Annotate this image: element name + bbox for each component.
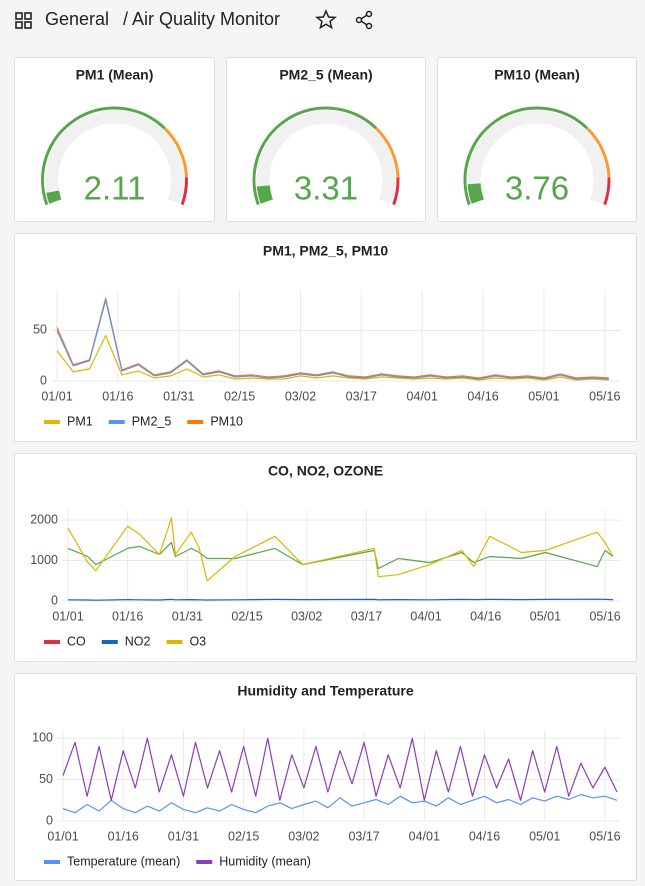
gauge-threshold	[252, 106, 378, 206]
gauge-threshold	[463, 106, 589, 206]
x-tick-label: 03/17	[348, 829, 379, 843]
panel	[14, 57, 215, 222]
x-tick-label: 04/16	[470, 609, 501, 623]
panel-title: PM10 (Mean)	[494, 67, 580, 83]
x-tick-label: 03/02	[291, 609, 322, 623]
legend-label: Temperature (mean)	[67, 854, 180, 868]
series-line	[56, 297, 609, 379]
gauge-threshold	[585, 127, 611, 178]
x-tick-label: 01/01	[52, 609, 83, 623]
y-tick-label: 50	[33, 323, 47, 337]
panel-title: CO, NO2, OZONE	[268, 463, 383, 479]
gauge-track	[256, 110, 396, 204]
gauge-value-label: 2.11	[84, 170, 146, 207]
panel-title: Humidity and Temperature	[237, 683, 414, 699]
gauge-track	[45, 110, 184, 204]
gauge-value-label: 3.76	[505, 170, 569, 207]
gauge-threshold	[163, 127, 188, 178]
x-tick-label: 05/16	[589, 389, 620, 403]
y-tick-label: 50	[39, 772, 53, 786]
panel-title: PM2_5 (Mean)	[279, 67, 372, 83]
series-line	[56, 299, 609, 380]
panel	[437, 57, 637, 222]
gauge-value	[46, 190, 62, 204]
legend-label: PM10	[210, 414, 243, 428]
series-line	[67, 517, 614, 582]
x-tick-label: 05/01	[530, 609, 561, 623]
x-tick-label: 05/16	[589, 829, 620, 843]
x-tick-label: 01/31	[163, 389, 194, 403]
x-tick-label: 01/01	[47, 829, 78, 843]
dashboard-icon[interactable]	[15, 12, 32, 29]
gauge-value	[467, 183, 484, 204]
x-tick-label: 05/16	[589, 609, 620, 623]
gauge-threshold	[180, 177, 188, 206]
x-tick-label: 03/17	[346, 389, 377, 403]
y-tick-label: 0	[46, 813, 53, 827]
x-tick-label: 01/16	[102, 389, 133, 403]
panel	[226, 57, 426, 222]
folder-name[interactable]: General	[45, 9, 109, 29]
x-tick-label: 01/16	[112, 609, 143, 623]
x-tick-label: 05/01	[529, 829, 560, 843]
legend-label: PM2_5	[132, 414, 172, 428]
series-line	[62, 737, 618, 801]
x-tick-label: 04/01	[407, 389, 438, 403]
x-tick-label: 05/01	[528, 389, 559, 403]
gauge-threshold	[374, 127, 400, 178]
gauge-track	[467, 110, 607, 204]
series-line	[62, 793, 618, 814]
x-tick-label: 02/15	[228, 829, 259, 843]
y-tick-label: 1000	[30, 553, 58, 567]
gauge-threshold	[41, 106, 166, 206]
panel-title: PM1, PM2_5, PM10	[263, 243, 388, 259]
gauge-threshold	[392, 177, 400, 206]
x-tick-label: 04/01	[410, 609, 441, 623]
panel-title: PM1 (Mean)	[76, 67, 154, 83]
y-tick-label: 100	[32, 731, 53, 745]
x-tick-label: 04/16	[469, 829, 500, 843]
x-tick-label: 04/01	[409, 829, 440, 843]
y-tick-label: 2000	[30, 512, 58, 526]
x-tick-label: 01/01	[41, 389, 72, 403]
y-tick-label: 0	[51, 593, 58, 607]
panel	[14, 453, 637, 662]
x-tick-label: 03/02	[288, 829, 319, 843]
x-tick-label: 03/02	[285, 389, 316, 403]
x-tick-label: 02/15	[231, 609, 262, 623]
legend-label: O3	[189, 634, 206, 648]
legend-label: Humidity (mean)	[219, 854, 311, 868]
legend-label: CO	[67, 634, 86, 648]
x-tick-label: 01/31	[168, 829, 199, 843]
y-tick-label: 0	[40, 373, 47, 387]
legend-label: NO2	[125, 634, 151, 648]
panel	[14, 673, 637, 881]
x-tick-label: 02/15	[224, 389, 255, 403]
x-tick-label: 04/16	[467, 389, 498, 403]
x-tick-label: 01/31	[172, 609, 203, 623]
x-tick-label: 03/17	[351, 609, 382, 623]
share-icon[interactable]	[355, 10, 373, 30]
dashboard-title: / Air Quality Monitor	[123, 9, 280, 29]
gauge-value	[256, 185, 273, 204]
series-line	[67, 541, 614, 570]
star-icon[interactable]	[315, 9, 337, 30]
gauge-threshold	[603, 177, 611, 206]
gauge-value-label: 3.31	[294, 170, 358, 207]
series-line	[56, 334, 609, 381]
series-line	[67, 598, 614, 601]
legend-label: PM1	[67, 414, 93, 428]
x-tick-label: 01/16	[108, 829, 139, 843]
panel	[14, 233, 637, 442]
